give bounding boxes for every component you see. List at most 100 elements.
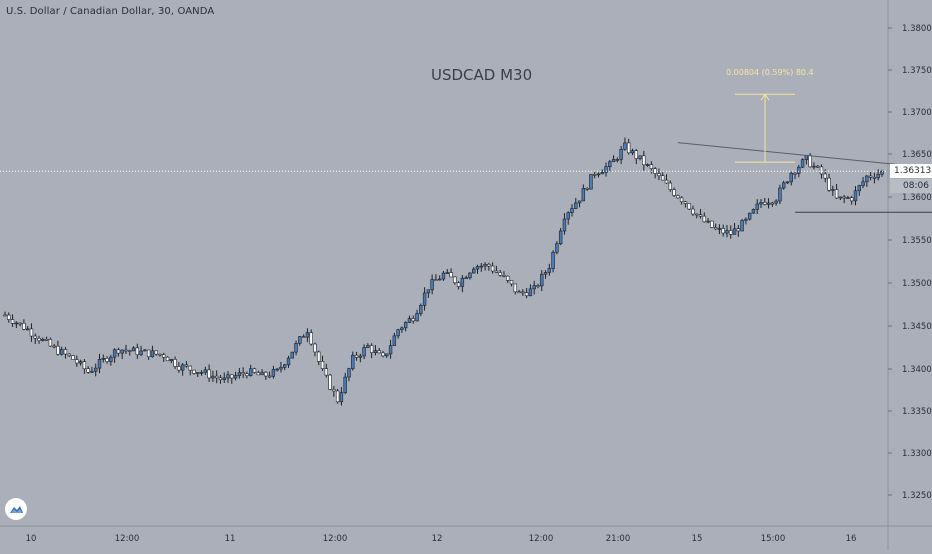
candle-body xyxy=(94,367,98,372)
candle-body xyxy=(785,181,790,184)
candle-body xyxy=(543,272,548,275)
candle-body xyxy=(324,368,328,376)
y-tick-label: 1.33000 xyxy=(902,449,932,459)
candle-body xyxy=(71,355,75,360)
candle-body xyxy=(596,173,601,176)
candle-body xyxy=(445,272,449,274)
candle-body xyxy=(419,305,423,314)
candle-body xyxy=(101,358,105,360)
logo-badge[interactable] xyxy=(5,498,27,520)
candle-body xyxy=(819,166,824,175)
candle-body xyxy=(78,361,83,364)
candle-body xyxy=(781,182,786,189)
y-tick-label: 1.35000 xyxy=(902,279,932,289)
candle-body xyxy=(97,359,102,369)
candle-body xyxy=(437,278,442,281)
candle-body xyxy=(857,185,861,192)
candle-body xyxy=(585,188,589,190)
candle-body xyxy=(804,155,809,160)
candle-body xyxy=(120,349,124,354)
candle-body xyxy=(3,314,7,317)
candle-body xyxy=(834,189,839,199)
candle-body xyxy=(842,196,846,199)
y-tick-label: 1.35500 xyxy=(902,236,932,246)
candle-body xyxy=(317,351,321,362)
candle-body xyxy=(245,373,249,376)
candle-body xyxy=(789,172,793,183)
candle-body xyxy=(343,376,347,393)
y-tick-label: 1.34500 xyxy=(902,322,932,332)
candle-body xyxy=(180,364,185,371)
candle-body xyxy=(740,220,744,232)
candle-body xyxy=(252,368,257,373)
candle-body xyxy=(165,356,170,362)
candle-body xyxy=(75,359,79,364)
x-tick-label: 12:00 xyxy=(115,534,140,544)
candle-body xyxy=(366,345,370,348)
candle-body xyxy=(14,322,19,325)
candle-body xyxy=(112,349,117,358)
candle-body xyxy=(48,339,53,347)
candle-body xyxy=(672,189,676,196)
candle-body xyxy=(422,292,427,306)
x-tick-label: 16 xyxy=(846,534,857,544)
candle-body xyxy=(188,365,192,371)
candle-body xyxy=(876,173,880,179)
candle-body xyxy=(472,268,476,274)
candle-body xyxy=(158,353,162,356)
candle-body xyxy=(41,338,45,341)
candle-body xyxy=(29,328,34,337)
candle-body xyxy=(562,218,567,232)
candle-body xyxy=(249,368,253,376)
candle-body xyxy=(751,208,756,214)
candle-body xyxy=(736,228,741,232)
candle-body xyxy=(494,270,499,273)
candle-body xyxy=(105,358,109,362)
candle-body xyxy=(63,349,68,355)
candle-body xyxy=(524,292,529,297)
chart-title: USDCAD M30 xyxy=(431,66,533,84)
current-price-label: 1.36313 xyxy=(890,164,932,178)
candle-body xyxy=(823,173,827,179)
measure-arrow-head xyxy=(760,93,770,101)
x-tick-label: 12:00 xyxy=(323,534,348,544)
candle-body xyxy=(241,372,245,375)
candle-body xyxy=(233,375,238,379)
candle-body xyxy=(861,181,865,186)
candle-body xyxy=(400,327,404,331)
candle-body xyxy=(770,202,775,205)
candle-body xyxy=(339,392,344,403)
candle-body xyxy=(540,273,544,287)
candle-body xyxy=(880,171,884,175)
candle-body xyxy=(230,374,234,379)
candle-body xyxy=(713,227,718,230)
candle-body xyxy=(604,166,608,173)
candle-body xyxy=(271,369,276,377)
candle-body xyxy=(509,280,514,285)
candle-body xyxy=(763,202,767,205)
candle-body xyxy=(642,155,646,166)
candle-body xyxy=(706,220,710,223)
candle-body xyxy=(793,172,797,175)
candle-body xyxy=(853,190,858,202)
candle-body xyxy=(649,164,654,170)
y-tick-label: 1.36000 xyxy=(902,193,932,203)
candle-body xyxy=(827,177,831,191)
x-tick-label: 10 xyxy=(26,534,37,544)
candle-body xyxy=(377,350,381,354)
candle-body xyxy=(25,328,30,331)
candle-body xyxy=(203,369,208,373)
candle-body xyxy=(766,202,771,205)
candle-body xyxy=(199,372,204,374)
candle-body xyxy=(868,175,873,178)
candle-body xyxy=(721,228,725,234)
candle-body xyxy=(547,268,552,273)
candle-body xyxy=(226,374,230,379)
candle-body xyxy=(430,279,434,291)
symbol-info: U.S. Dollar / Canadian Dollar, 30, OANDA xyxy=(6,6,215,17)
countdown-label: 08:06 xyxy=(890,179,932,193)
candle-body xyxy=(116,349,121,354)
candle-body xyxy=(283,364,287,368)
